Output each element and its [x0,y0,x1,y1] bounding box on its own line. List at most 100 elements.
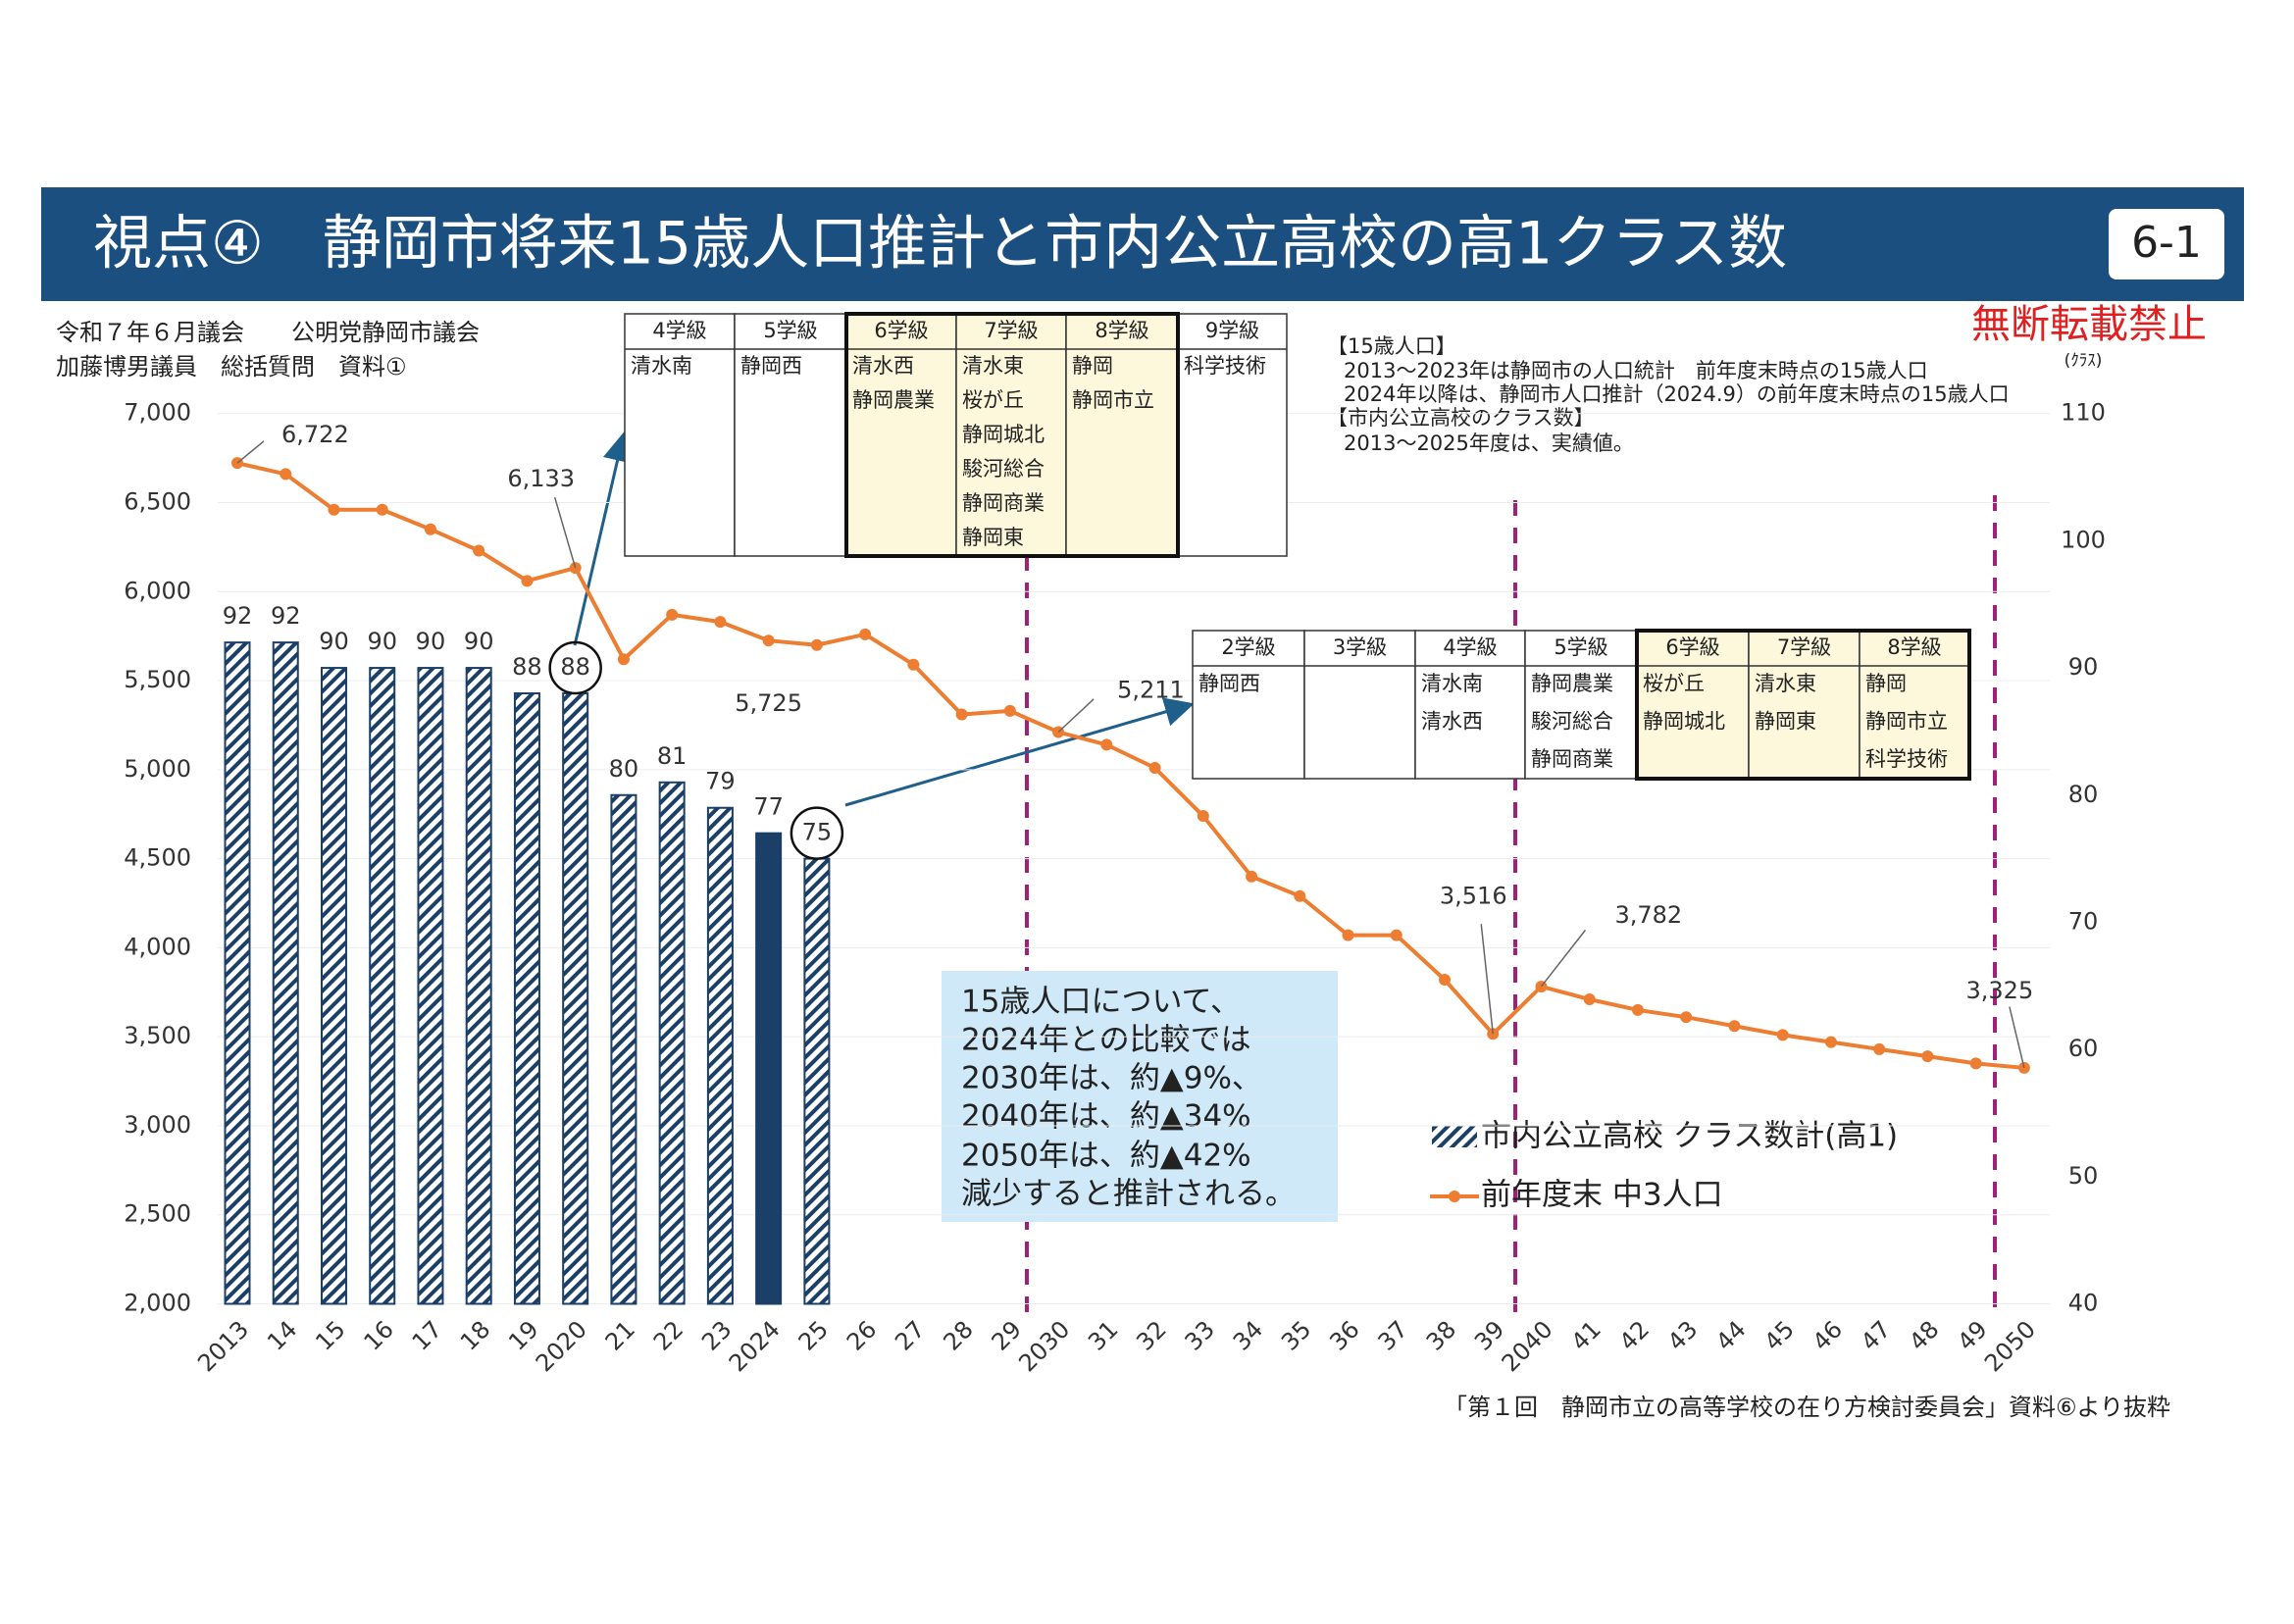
bar [513,692,540,1305]
line-marker [1921,1050,1934,1063]
bar [803,857,831,1305]
table-text: 静岡 [1865,672,1907,695]
table-header: 7学級 [1777,635,1831,659]
table-text: 桜が丘 [962,388,1024,412]
table-text: 静岡城北 [962,423,1045,446]
x-tick-label: 22 [648,1315,688,1355]
table-header: 9学級 [1205,319,1259,342]
leader [1480,924,1494,1035]
table-text: 清水東 [1755,672,1816,695]
callout: 減少すると推計される。 [961,1177,1296,1212]
table-cell [734,313,847,557]
y-tick-label: 3,000 [124,1111,191,1139]
y2-label: (ｸﾗｽ) [2065,351,2103,371]
table-header: 3学級 [1333,635,1387,659]
table-text: 静岡東 [962,526,1024,549]
x-tick-label: 27 [890,1315,930,1355]
y-tick-label: 3,500 [124,1022,191,1049]
x-tick-label: 2013 [192,1315,254,1377]
line-marker [1728,1020,1741,1033]
table-cell [1524,630,1638,780]
title-bar [41,187,2244,301]
table-header: 5学級 [763,319,817,342]
x-tick-label: 35 [1276,1315,1316,1355]
table-cell [1192,630,1305,780]
leader [2009,1006,2025,1069]
arrow [844,697,1195,807]
table-highlight [844,312,1180,558]
bar-label: 77 [753,793,784,821]
bar [224,641,251,1305]
bar-label: 81 [657,742,688,770]
y-tick-label: 5,500 [124,666,191,693]
leader [553,496,577,569]
title: 視点④ 静岡市将来15歳人口推計と市内公立高校の高1クラス数 [93,210,1787,279]
meta: 加藤博男議員 総括質問 資料① [56,353,407,381]
line-marker [1873,1042,1886,1055]
line-marker [1583,993,1596,1006]
table-text: 清水西 [852,354,914,378]
bar-label: 88 [560,653,590,681]
note: 2013～2023年は静岡市の人口統計 前年度末時点の15歳人口 [1344,359,1928,382]
bar [562,692,589,1305]
callout: 2040年は、約▲34% [961,1099,1251,1135]
bar-label: 75 [802,819,833,846]
table-text: 静岡農業 [852,388,935,412]
line-label: 5,725 [735,689,802,717]
leader [1057,698,1095,734]
table-text: 静岡西 [1198,672,1260,695]
table-cell [845,313,957,557]
x-tick-label: 42 [1614,1315,1655,1355]
y-tick-label: 6,500 [124,487,191,515]
bar-label: 79 [705,768,736,795]
line-label: 3,782 [1614,901,1682,929]
table-cell [1303,630,1416,780]
line-marker [907,658,920,671]
line-marker [810,638,823,651]
line-marker [762,634,775,647]
table-header: 4学級 [1443,635,1497,659]
line-marker [328,503,340,516]
x-tick-label: 31 [1083,1315,1123,1355]
x-tick-label: 48 [1904,1315,1944,1355]
table-header: 2学級 [1221,635,1275,659]
bar-label: 90 [464,628,494,655]
legend-label: 前年度末 中3人口 [1481,1178,1723,1213]
line-marker [424,523,436,535]
table-text: 静岡商業 [1531,747,1613,771]
note: 2024年以降は、静岡市人口推計（2024.9）の前年度末時点の15歳人口 [1344,382,2010,406]
y-tick-label: 6,000 [124,577,191,604]
callout: 2030年は、約▲9%、 [961,1061,1262,1096]
line-marker [1294,889,1306,902]
x-tick-label: 21 [600,1315,640,1355]
table-text: 静岡農業 [1531,672,1613,695]
table-highlight [1635,629,1971,781]
bar [272,641,299,1305]
x-tick-label: 16 [359,1315,399,1355]
table-cell [1859,630,1970,780]
table-text: 静岡 [1072,354,1113,378]
line [236,461,2025,1070]
y-tick-label: 4,500 [124,844,191,872]
x-tick-label: 34 [1228,1315,1268,1355]
x-tick-label: 44 [1710,1315,1751,1355]
table-text: 清水南 [631,354,692,378]
x-tick-label: 2020 [531,1315,592,1377]
line-marker [666,608,679,621]
bar [465,667,492,1305]
table-text: 静岡市立 [1072,388,1154,412]
arrow [573,431,633,646]
line-label: 5,211 [1117,677,1185,704]
table-header: 8学級 [1095,319,1148,342]
line-marker [1148,762,1161,775]
leader [236,440,265,464]
table-text: 静岡市立 [1865,710,1948,734]
bar-label: 90 [367,628,397,655]
bar [658,781,686,1305]
line-marker [1824,1036,1837,1048]
line-marker [1680,1011,1693,1024]
x-tick-label: 2050 [1979,1315,2041,1377]
table-header: 8学級 [1887,635,1941,659]
line-marker [376,503,388,516]
